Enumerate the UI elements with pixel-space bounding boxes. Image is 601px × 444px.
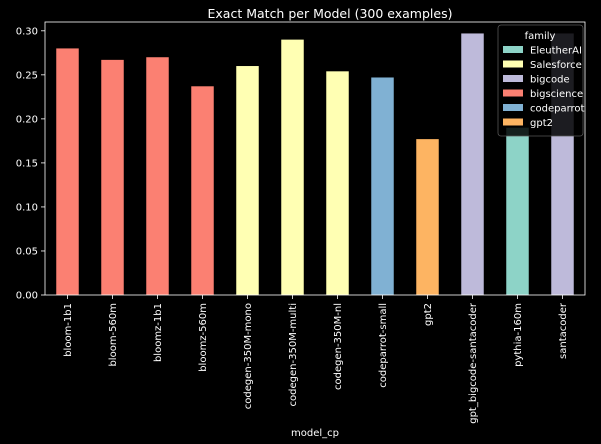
x-tick-label: bloom-1b1: [63, 303, 74, 357]
y-tick-label: 0.30: [16, 26, 38, 37]
bar-bloom-560m: [101, 59, 124, 296]
y-tick-label: 0.25: [16, 70, 38, 81]
y-tick-label: 0.15: [16, 158, 38, 169]
x-tick-label: codegen-350M-nl: [333, 303, 344, 390]
legend-swatch-EleutherAI: [503, 46, 523, 53]
legend-label: EleutherAI: [530, 46, 582, 57]
bar-codegen-350M-multi: [281, 39, 304, 296]
legend-swatch-codeparrot: [503, 104, 523, 111]
legend-label: bigscience: [530, 89, 583, 100]
bar-bloom-1b1: [56, 48, 79, 295]
x-tick-label: codegen-350M-multi: [288, 303, 299, 406]
bar-gpt2: [416, 139, 439, 295]
bar-gpt_bigcode-santacoder: [461, 33, 484, 295]
y-tick-label: 0.05: [16, 246, 38, 257]
x-tick-label: santacoder: [558, 302, 569, 359]
legend-label: bigcode: [530, 75, 570, 86]
x-tick-label: gpt_bigcode-santacoder: [468, 302, 479, 424]
x-tick-label: codeparrot-small: [378, 303, 389, 388]
legend-label: codeparrot: [530, 104, 585, 115]
plot-frame: [44, 21, 586, 296]
x-tick-label: gpt2: [423, 303, 434, 326]
legend: family EleutherAI Salesforce bigcode bigsci…: [497, 24, 585, 137]
x-tick-label: bloom-560m: [108, 303, 119, 367]
bar-bloomz-1b1: [146, 57, 169, 296]
x-tick-label: bloomz-560m: [198, 303, 209, 372]
x-tick-label: pythia-160m: [513, 303, 524, 367]
bars-group: [56, 33, 574, 296]
legend-label: gpt2: [530, 118, 553, 129]
chart-title: Exact Match per Model (300 examples): [208, 6, 453, 21]
legend-label: Salesforce: [530, 60, 582, 71]
legend-swatch-bigcode: [503, 75, 523, 82]
bar-codegen-350M-nl: [326, 71, 349, 295]
legend-swatch-Salesforce: [503, 60, 523, 68]
x-tick-label: codegen-350M-mono: [243, 303, 254, 409]
y-axis: 0.00 0.05 0.10 0.15 0.20 0.25 0.30: [16, 26, 45, 302]
x-tick-label: bloomz-1b1: [153, 303, 164, 362]
bar-codeparrot-small: [371, 77, 394, 295]
legend-swatch-bigscience: [503, 89, 523, 97]
y-tick-label: 0.00: [16, 291, 38, 302]
legend-title: family: [525, 31, 556, 42]
bar-codegen-350M-mono: [236, 66, 259, 295]
bar-bloomz-560m: [191, 86, 214, 295]
legend-swatch-gpt2: [503, 118, 523, 126]
x-axis-label: model_cp: [291, 428, 339, 439]
bar-pythia-160m: [506, 127, 529, 295]
x-axis: bloom-1b1 bloom-560m bloomz-1b1 bloomz-560m…: [63, 295, 569, 424]
y-tick-label: 0.20: [16, 114, 38, 125]
y-tick-label: 0.10: [16, 202, 38, 213]
